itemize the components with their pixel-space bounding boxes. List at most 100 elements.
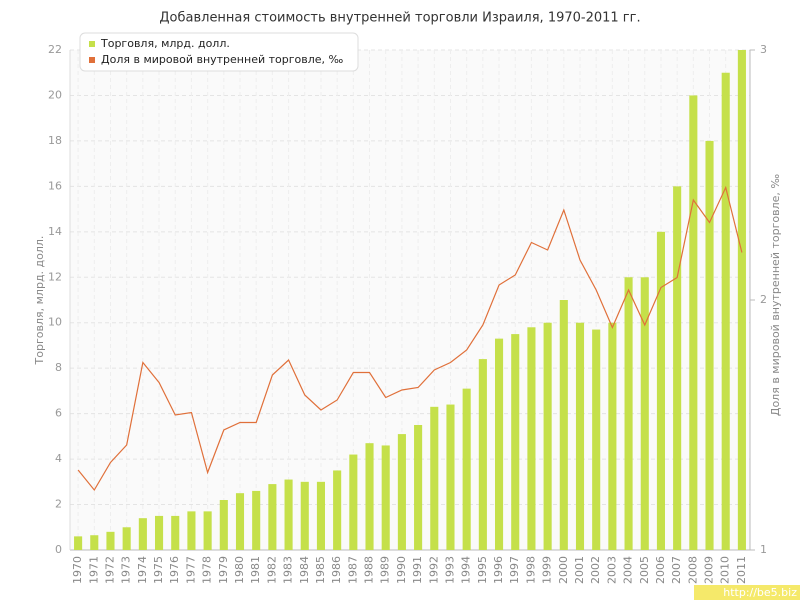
bar	[430, 406, 439, 550]
x-tick-label: 2005	[638, 556, 651, 584]
x-tick-label: 1981	[249, 556, 262, 584]
y2-axis-label: Доля в мировой внутренней торговле, ‰	[769, 174, 782, 417]
x-tick-label: 1974	[136, 556, 149, 584]
legend-swatch	[89, 57, 95, 63]
bar	[624, 277, 633, 550]
x-tick-label: 1987	[346, 556, 359, 584]
bar	[689, 95, 698, 551]
x-tick-label: 1996	[492, 556, 505, 584]
bar	[300, 481, 309, 550]
x-tick-label: 1980	[233, 556, 246, 584]
bar	[235, 493, 245, 550]
x-tick-label: 1990	[395, 556, 408, 584]
y-tick-label: 22	[48, 43, 62, 56]
x-tick-label: 2009	[703, 556, 716, 584]
y-tick-label: 0	[55, 543, 62, 556]
bar	[495, 338, 504, 550]
x-tick-label: 2002	[589, 556, 602, 584]
x-tick-label: 1984	[298, 556, 311, 584]
x-tick-label: 2000	[557, 556, 570, 584]
y-tick-label: 16	[48, 179, 62, 192]
y-tick-label: 8	[55, 361, 62, 374]
bar	[673, 186, 682, 550]
bar	[705, 140, 714, 550]
x-tick-label: 1989	[379, 556, 392, 584]
y-tick-label: 12	[48, 270, 62, 283]
bar	[171, 515, 180, 550]
plot-area	[70, 50, 750, 550]
bar	[333, 470, 342, 550]
y-tick-label: 4	[55, 452, 62, 465]
x-tick-label: 1982	[265, 556, 278, 584]
x-tick-label: 1997	[508, 556, 521, 584]
bar	[284, 479, 293, 550]
bar	[608, 322, 617, 550]
x-tick-label: 1998	[524, 556, 537, 584]
bar	[155, 515, 164, 550]
x-tick-label: 1975	[152, 556, 165, 584]
y-tick-label: 18	[48, 134, 62, 147]
y-tick-label: 14	[48, 225, 62, 238]
bar	[203, 511, 212, 550]
x-tick-label: 1972	[103, 556, 116, 584]
x-tick-label: 1978	[201, 556, 214, 584]
bar	[511, 334, 520, 550]
x-tick-label: 1995	[476, 556, 489, 584]
x-tick-label: 2011	[735, 556, 748, 584]
x-tick-label: 2004	[622, 556, 635, 584]
x-tick-label: 1985	[314, 556, 327, 584]
x-tick-label: 1971	[87, 556, 100, 584]
x-tick-label: 1992	[427, 556, 440, 584]
line	[77, 185, 743, 492]
x-tick-label: 1977	[184, 556, 197, 584]
bar	[462, 388, 471, 550]
bar	[478, 359, 487, 550]
bar	[252, 490, 261, 550]
x-tick-label: 1988	[363, 556, 376, 584]
chart-title: Добавленная стоимость внутренней торговл…	[159, 11, 640, 26]
bar	[543, 322, 552, 550]
x-tick-label: 1970	[71, 556, 84, 584]
legend-label: Доля в мировой внутренней торговле, ‰	[101, 53, 344, 66]
bar	[268, 484, 277, 550]
bar	[187, 511, 196, 550]
bar	[527, 327, 536, 550]
y-tick-label: 20	[48, 88, 62, 101]
bar	[122, 527, 131, 550]
x-tick-label: 1999	[541, 556, 554, 584]
bar	[90, 535, 99, 550]
x-tick-label: 1994	[460, 556, 473, 584]
bar	[219, 500, 228, 550]
bar	[656, 231, 665, 550]
watermark: http://be5.biz	[723, 586, 797, 599]
bar	[365, 443, 374, 550]
bar	[106, 531, 115, 550]
x-tick-label: 2006	[654, 556, 667, 584]
bar	[414, 425, 423, 550]
bar	[640, 277, 649, 550]
x-tick-label: 1991	[411, 556, 424, 584]
bar	[316, 481, 325, 550]
x-tick-label: 2008	[686, 556, 699, 584]
bar	[559, 300, 568, 550]
y2-tick-label: 3	[760, 43, 767, 56]
bar	[737, 50, 746, 550]
x-tick-label: 2007	[670, 556, 683, 584]
y-tick-label: 2	[55, 498, 62, 511]
x-tick-label: 1986	[330, 556, 343, 584]
legend-label: Торговля, млрд. долл.	[100, 37, 230, 50]
y-tick-label: 6	[55, 407, 62, 420]
x-tick-label: 1993	[443, 556, 456, 584]
bar	[446, 404, 455, 550]
bar	[397, 434, 406, 550]
bar	[349, 454, 358, 550]
x-tick-label: 1983	[282, 556, 295, 584]
x-tick-label: 1976	[168, 556, 181, 584]
x-tick-label: 2003	[605, 556, 618, 584]
bar	[575, 322, 585, 550]
bar	[721, 72, 730, 551]
bar	[138, 518, 147, 550]
x-tick-label: 2001	[573, 556, 586, 584]
